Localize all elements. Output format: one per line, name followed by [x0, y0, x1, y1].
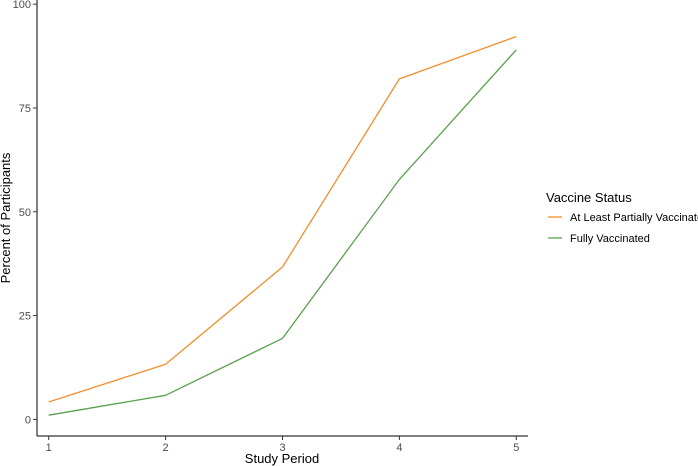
legend-items: At Least Partially Vaccinated Fully Vacci…: [548, 212, 698, 245]
x-ticks: 1 2 3 4 5: [46, 436, 519, 454]
series-lines: [48, 35, 517, 416]
y-tick-label: 100: [13, 0, 31, 11]
y-tick-label: 50: [19, 207, 31, 219]
legend-title: Vaccine Status: [546, 190, 632, 205]
legend-label-1: At Least Partially Vaccinated: [570, 212, 698, 224]
y-tick-label: 75: [19, 103, 31, 115]
series-line-1: [48, 35, 517, 403]
series-line-2: [48, 49, 517, 416]
x-tick-label: 4: [396, 442, 402, 454]
legend-label-2: Fully Vaccinated: [570, 233, 650, 245]
y-tick-label: 25: [19, 311, 31, 323]
x-tick-label: 1: [46, 442, 52, 454]
legend: Vaccine Status At Least Partially Vaccin…: [546, 190, 698, 245]
y-ticks: 0 25 50 75 100: [13, 0, 37, 426]
plot-area: 1 2 3 4 5 0 25 50 75 100: [13, 0, 528, 454]
x-tick-label: 2: [163, 442, 169, 454]
x-tick-label: 3: [279, 442, 285, 454]
x-axis-title: Study Period: [245, 451, 319, 466]
y-tick-label: 0: [25, 414, 31, 426]
x-tick-label: 5: [513, 442, 519, 454]
y-axis-title: Percent of Participants: [0, 152, 13, 283]
